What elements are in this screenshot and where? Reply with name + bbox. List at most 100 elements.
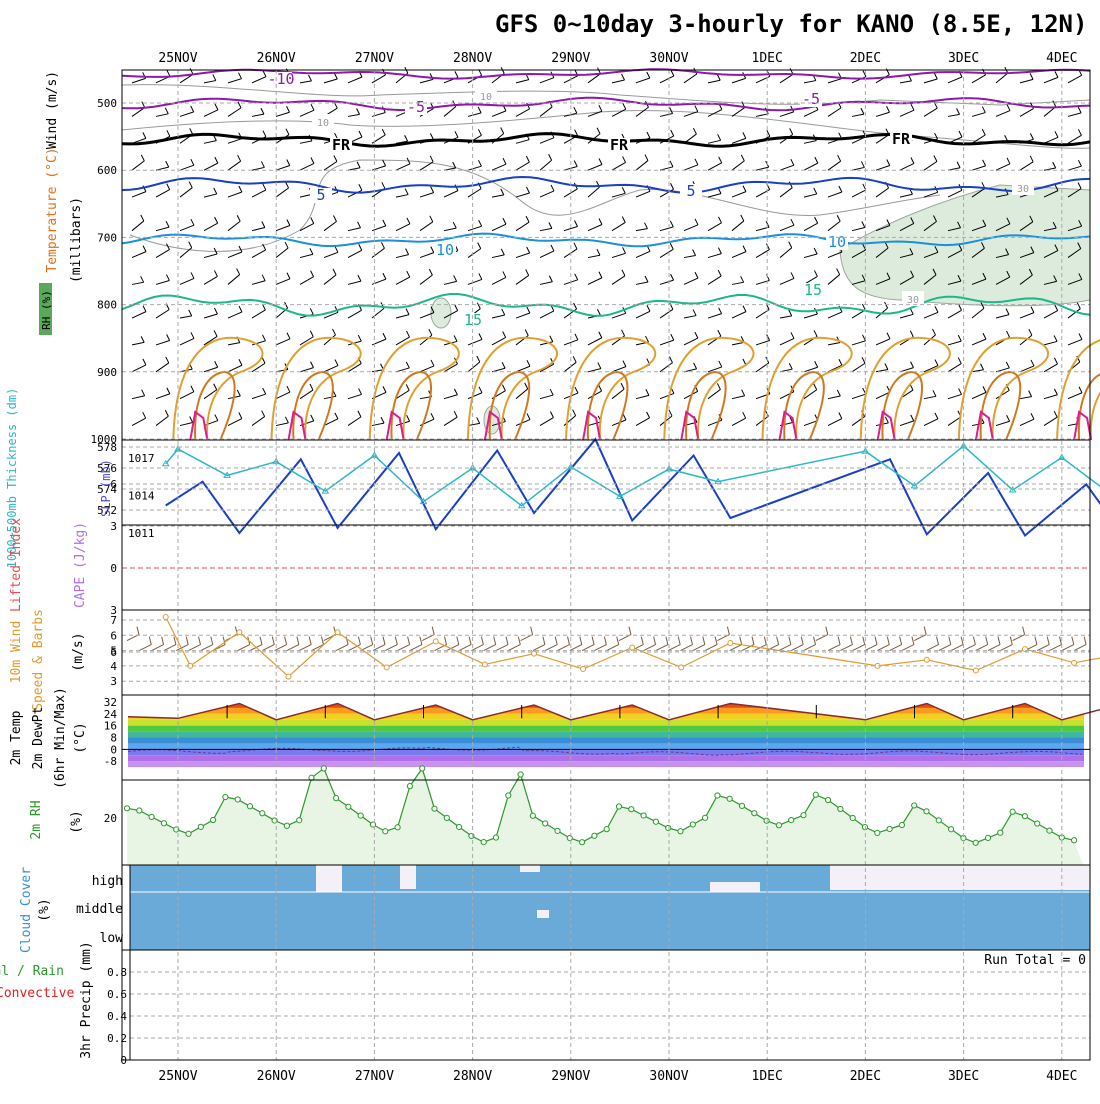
wind-barb (308, 74, 312, 82)
temperature-panel (122, 702, 1100, 768)
wind-barb (491, 367, 506, 373)
wind-barb (395, 336, 410, 346)
wind10-ytick-label: 5 (110, 645, 117, 658)
wind-barb (957, 274, 962, 282)
wind-barb (1053, 275, 1058, 282)
wind-barb (827, 220, 841, 232)
wind10-barb (729, 644, 742, 652)
wind-barb (1019, 252, 1034, 259)
wind-barb (501, 308, 506, 316)
wind-barb (467, 422, 480, 427)
wind-barb (669, 356, 673, 363)
wind-barb (574, 220, 578, 227)
wind10-barb (508, 644, 521, 652)
wind10-barb (913, 634, 927, 642)
wind-barb (227, 191, 243, 198)
wind-barb (670, 129, 675, 137)
wind-barb (262, 130, 267, 137)
wind10-barb (446, 644, 460, 652)
wind10-barb (889, 644, 902, 652)
wind-barb (275, 422, 289, 427)
date-label-top: 4DEC (1046, 51, 1077, 66)
wind-barb (406, 157, 411, 165)
rh2m-marker (468, 832, 475, 840)
wind-barb (779, 187, 793, 198)
wind-barb (478, 219, 483, 227)
wind-barb (467, 248, 482, 258)
cloud-level-label: low (100, 931, 124, 946)
wind-barb (190, 218, 195, 226)
wind-barb (525, 269, 530, 276)
wind-barb (644, 154, 649, 161)
wind-barb (670, 183, 674, 190)
wind-barb (525, 155, 530, 163)
rh2m-marker (886, 825, 893, 833)
wind-barb (131, 220, 145, 232)
wind-barb (596, 248, 601, 256)
wind-barb (621, 187, 626, 194)
rh2m-marker (812, 791, 819, 798)
ylabel-cloud-unit: (%) (37, 898, 52, 921)
date-label-top: 30NOV (649, 51, 688, 66)
wind10-marker (162, 613, 169, 620)
wind-barb (884, 301, 889, 309)
wind-barb (886, 332, 891, 339)
wind-barb (788, 309, 793, 317)
contour-label-bg (462, 313, 484, 328)
wind-barb (179, 111, 194, 117)
date-label-top: 1DEC (752, 51, 783, 66)
wind10-barb (788, 636, 792, 645)
wind10-barb (751, 636, 755, 645)
date-label-bottom: 2DEC (850, 1069, 881, 1084)
contour-label: FR (332, 136, 351, 154)
wind-barb (382, 159, 387, 167)
wind10-barb (259, 636, 263, 645)
wind-barb (140, 336, 145, 343)
wind-barb (899, 276, 914, 285)
wind-barb (141, 101, 146, 108)
wind-barb (827, 311, 843, 319)
wind-barb (237, 101, 242, 109)
wind10-barb (139, 644, 152, 652)
temp-contour-30 (876, 410, 896, 441)
wind-barb (971, 308, 985, 319)
wind-barb (227, 138, 242, 144)
wind-barb (453, 275, 458, 282)
wind10-barb (579, 636, 583, 645)
ylabel-wind: Wind (m/s) (45, 71, 60, 149)
wind10-barb (960, 636, 964, 645)
wind-barb (971, 134, 986, 144)
wind-barb (381, 182, 386, 189)
wind-barb (718, 307, 723, 314)
wind10-barb (690, 636, 693, 645)
wind-barb (262, 387, 267, 395)
wind10-barb (456, 636, 460, 645)
wind-barb (1052, 100, 1057, 107)
wind10-marker (629, 644, 636, 651)
wind-barb (659, 226, 674, 232)
wind10-barb (997, 636, 1001, 645)
wind-barb (525, 215, 530, 223)
thickness-marker (566, 462, 575, 470)
wind10-barb (628, 626, 632, 635)
cloud-gap (520, 865, 540, 872)
wind-barb (1067, 165, 1082, 171)
wind-barb (683, 255, 696, 259)
temp-contour-25 (783, 370, 825, 441)
wind-barb (165, 356, 170, 364)
wind-barb (357, 221, 361, 229)
thickness-ytick-label: 574 (97, 483, 117, 496)
wind-barb (707, 366, 722, 373)
wind-barb (286, 272, 291, 280)
wind-barb (380, 242, 385, 249)
contour-label-bg (475, 88, 497, 103)
wind-barb (501, 362, 506, 369)
wind-barb (524, 382, 529, 390)
wind-barb (155, 166, 169, 171)
wind-barb (779, 247, 793, 258)
wind-barb (947, 363, 962, 373)
rh2m-marker (825, 796, 832, 804)
wind-barb (923, 191, 938, 198)
wind-barb (611, 312, 626, 319)
